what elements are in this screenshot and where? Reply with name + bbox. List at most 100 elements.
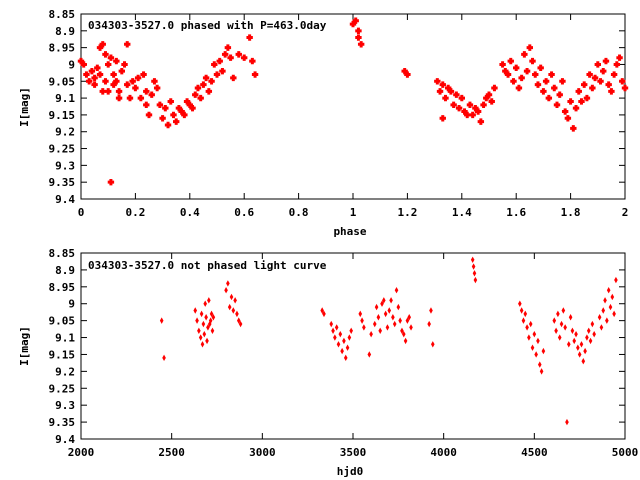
unphased-y-tick-label: 8.9 xyxy=(55,264,75,277)
unphased-data-point xyxy=(470,256,475,263)
unphased-data-point xyxy=(211,314,216,321)
phased-data-point xyxy=(529,57,536,65)
unphased-data-point xyxy=(525,324,529,331)
phased-data-point xyxy=(504,71,512,78)
unphased-data-point xyxy=(198,334,203,341)
phased-data-point xyxy=(124,81,131,88)
phased-data-point xyxy=(450,101,457,109)
phased-data-point xyxy=(96,71,104,78)
unphased-data-point xyxy=(340,347,344,355)
unphased-data-point xyxy=(605,317,609,324)
unphased-data-point xyxy=(527,334,531,341)
unphased-data-point xyxy=(603,297,607,304)
unphased-plot-frame xyxy=(80,252,626,440)
unphased-y-tick-label: 9.3 xyxy=(55,399,75,412)
phased-data-point xyxy=(559,78,566,85)
unphased-data-point xyxy=(235,310,239,318)
phased-x-tick-label: 0.6 xyxy=(234,206,254,219)
unphased-y-tick-label: 9.35 xyxy=(49,416,76,429)
phased-data-point xyxy=(162,104,169,112)
phased-data-point xyxy=(216,57,223,65)
phased-data-point xyxy=(564,115,572,122)
phased-data-point xyxy=(510,78,517,85)
phased-data-point xyxy=(110,71,117,78)
phased-data-point xyxy=(355,34,362,41)
unphased-data-point xyxy=(203,300,208,307)
unphased-x-tick-label: 3000 xyxy=(249,446,276,459)
unphased-x-tick-label: 5000 xyxy=(612,446,639,459)
phased-data-point xyxy=(499,61,506,68)
phased-data-point xyxy=(151,78,158,85)
phased-data-point xyxy=(102,51,109,58)
phased-data-point xyxy=(99,88,106,95)
phased-data-point xyxy=(526,44,533,51)
unphased-data-point xyxy=(429,307,433,314)
unphased-data-point xyxy=(199,310,204,318)
unphased-data-point xyxy=(528,320,533,328)
unphased-data-point xyxy=(334,324,339,331)
unphased-data-point xyxy=(592,330,596,338)
phased-data-point xyxy=(619,78,626,85)
unphased-data-point xyxy=(360,317,364,324)
phased-x-tick-label: 1.8 xyxy=(561,206,581,219)
phased-data-point xyxy=(466,101,474,109)
phased-data-point xyxy=(474,108,482,115)
phased-data-point xyxy=(170,111,177,119)
phased-data-point xyxy=(442,94,449,102)
phased-data-point xyxy=(349,20,357,28)
unphased-y-tick-label: 9.4 xyxy=(55,433,75,446)
unphased-data-point xyxy=(561,307,566,314)
unphased-data-point xyxy=(532,330,537,338)
phased-data-point xyxy=(107,178,115,186)
unphased-data-point xyxy=(391,314,395,321)
phased-data-point xyxy=(91,74,98,82)
phased-data-point xyxy=(485,91,493,98)
unphased-data-point xyxy=(574,330,578,338)
unphased-data-point xyxy=(383,310,388,318)
unphased-data-point xyxy=(200,341,205,348)
unphased-data-point xyxy=(400,327,404,334)
phased-x-tick-label: 2 xyxy=(622,206,629,219)
unphased-data-point xyxy=(539,368,544,375)
unphased-data-point xyxy=(231,307,236,314)
phased-data-point xyxy=(439,115,446,122)
phased-data-point xyxy=(477,118,485,125)
phased-x-tick-label: 0 xyxy=(78,206,85,219)
phased-data-point xyxy=(434,78,441,85)
phased-data-point xyxy=(143,101,150,109)
unphased-data-point xyxy=(331,327,335,334)
phased-data-point xyxy=(401,67,408,75)
phased-data-point xyxy=(570,125,577,132)
phased-data-point xyxy=(572,104,580,112)
phased-data-point xyxy=(178,108,185,115)
unphased-data-point xyxy=(159,317,164,324)
phased-data-point xyxy=(205,88,213,95)
unphased-y-tick-label: 8.85 xyxy=(49,247,76,260)
phased-data-point xyxy=(355,27,362,35)
unphased-x-tick-label: 4000 xyxy=(430,446,457,459)
phased-data-point xyxy=(436,88,444,95)
unphased-x-axis-label: hjd0 xyxy=(337,465,364,478)
phased-data-point xyxy=(545,94,553,102)
unphased-chart-title: 034303-3527.0 not phased light curve xyxy=(88,259,327,272)
phased-x-tick-label: 0.2 xyxy=(125,206,145,219)
unphased-data-point xyxy=(427,320,431,328)
unphased-data-point xyxy=(577,351,582,358)
phased-data-point xyxy=(140,71,147,78)
phased-chart-title: 034303-3527.0 phased with P=463.0day xyxy=(88,19,327,32)
unphased-data-point xyxy=(204,314,208,321)
phased-data-point xyxy=(523,67,531,75)
phased-x-tick-label: 1.6 xyxy=(506,206,526,219)
phased-data-point xyxy=(581,81,588,88)
phased-x-tick-label: 0.4 xyxy=(180,206,200,219)
unphased-data-point xyxy=(398,317,402,324)
unphased-data-point xyxy=(343,354,348,362)
phased-data-point xyxy=(148,91,155,98)
phased-data-point xyxy=(88,67,96,75)
phased-data-point xyxy=(518,74,525,82)
unphased-data-point xyxy=(472,270,477,277)
unphased-data-point xyxy=(473,276,478,284)
unphased-data-point xyxy=(201,320,206,328)
phased-data-point xyxy=(83,71,90,78)
phased-data-point xyxy=(483,94,490,102)
